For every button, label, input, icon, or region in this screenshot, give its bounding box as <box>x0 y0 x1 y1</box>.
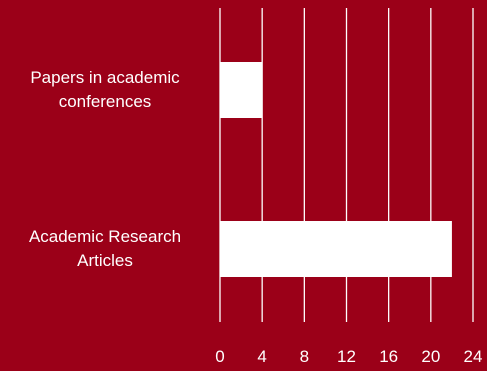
x-tick-label: 12 <box>337 347 356 366</box>
bar <box>220 221 452 277</box>
category-label-articles: Academic Research Articles <box>0 225 210 273</box>
x-tick-label: 0 <box>215 347 224 366</box>
category-label-line: conferences <box>58 92 152 111</box>
x-tick-label: 8 <box>300 347 309 366</box>
category-label-line: Papers in academic <box>30 68 180 87</box>
x-tick-label: 4 <box>257 347 266 366</box>
category-label-papers: Papers in academic conferences <box>0 66 210 114</box>
category-label-line: Academic Research <box>28 227 182 246</box>
x-tick-label: 20 <box>421 347 440 366</box>
bar <box>220 62 263 118</box>
category-label-line: Articles <box>77 251 133 270</box>
x-tick-label: 16 <box>379 347 398 366</box>
x-tick-label: 24 <box>464 347 483 366</box>
